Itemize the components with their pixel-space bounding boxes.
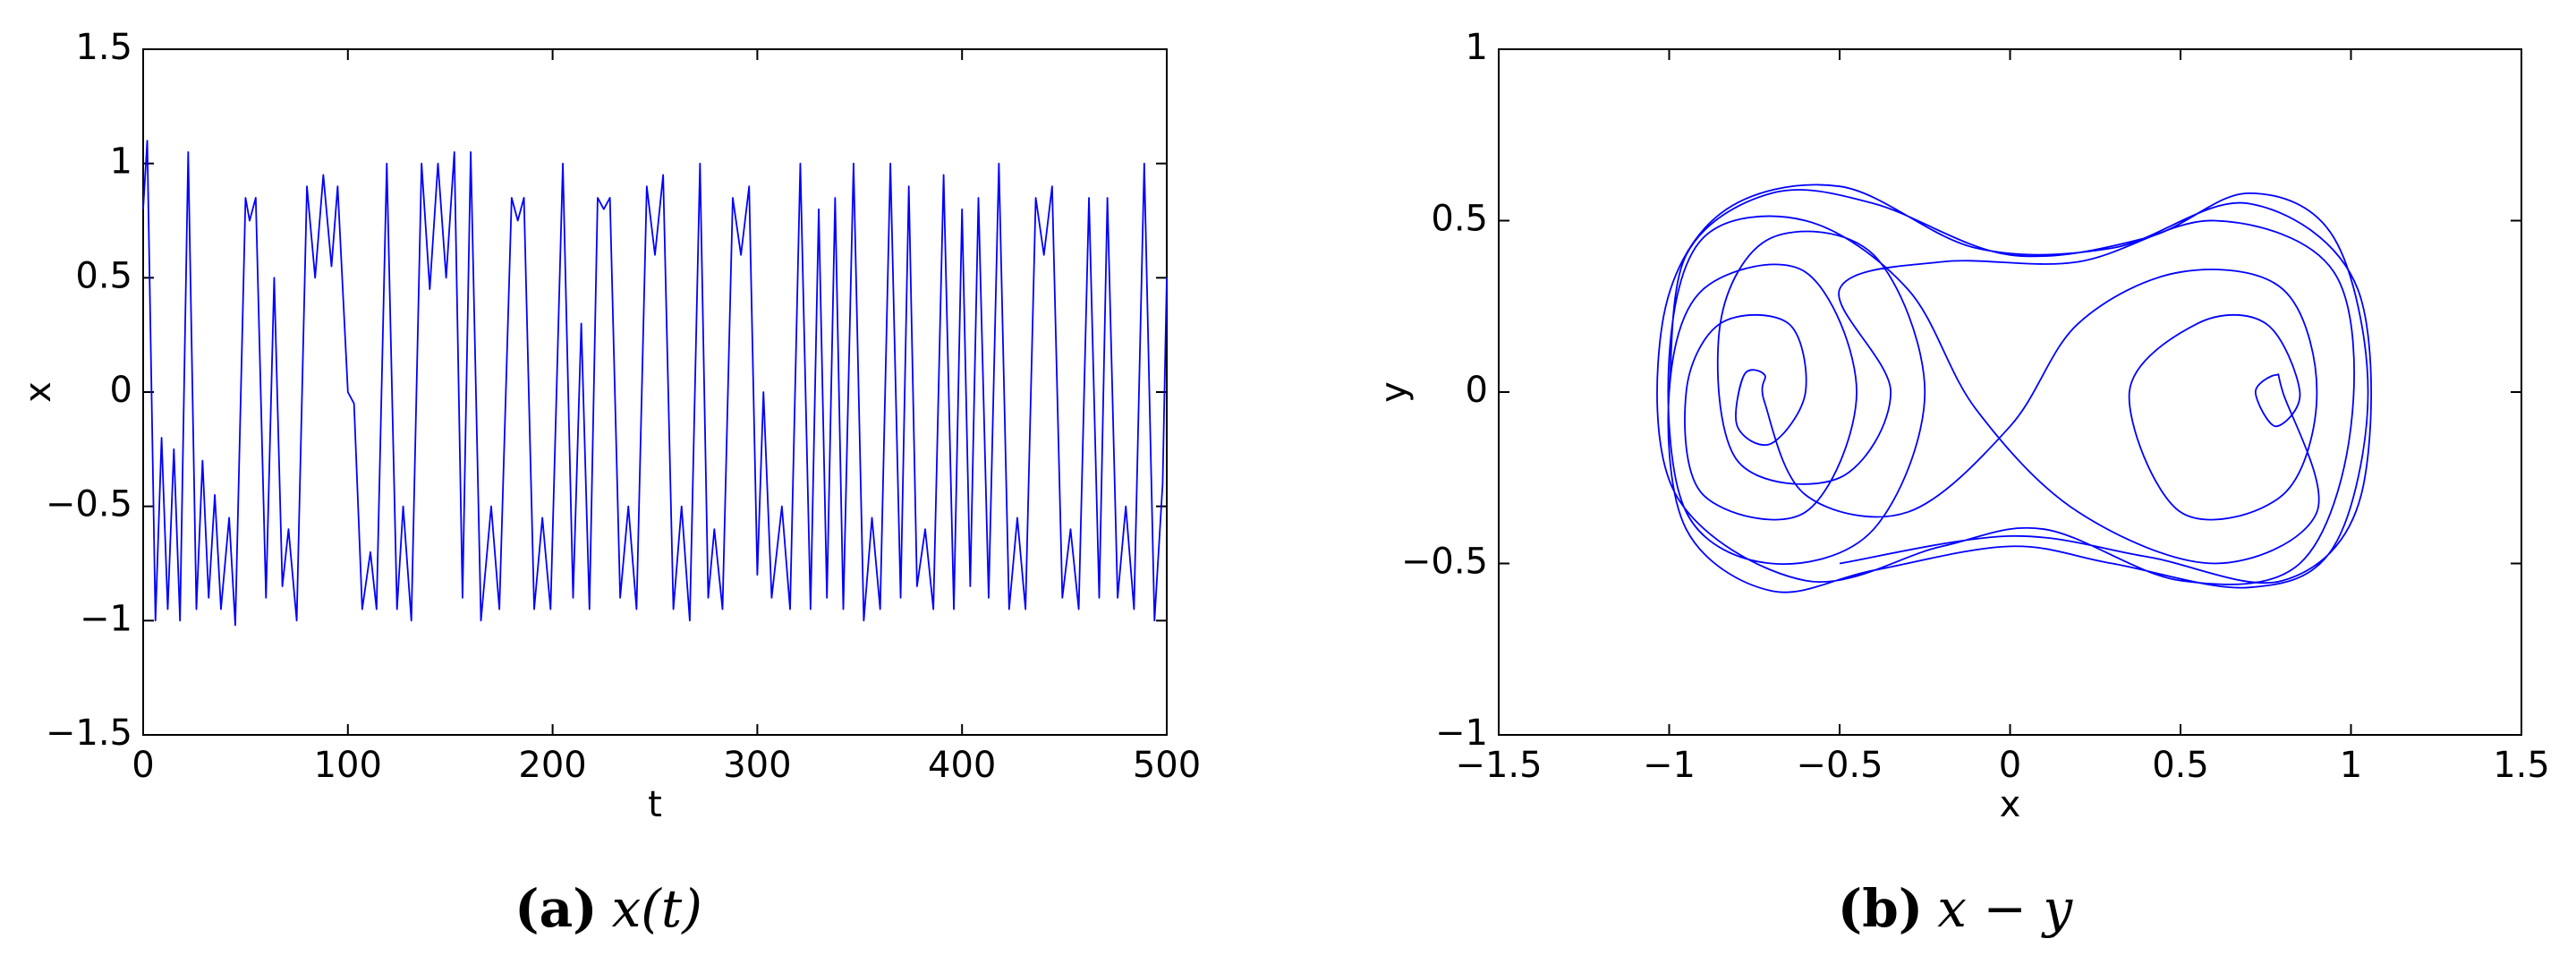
y-tick-label: −0.5 (1401, 542, 1488, 583)
y-tick-label: 0.5 (1431, 199, 1488, 240)
x-tick-label: 0 (1999, 745, 2021, 786)
y-tick-label: −1.5 (46, 713, 132, 754)
x-tick-label: 0.5 (2152, 745, 2209, 786)
y-tick-label: 1 (1466, 27, 1488, 68)
y-tick-label: −1 (80, 598, 132, 639)
x-tick-label: 1 (2340, 745, 2362, 786)
y-tick-label: 1 (110, 141, 132, 183)
x-tick-label: −1.5 (1455, 745, 1542, 786)
caption: (a) x(t) (514, 878, 702, 939)
x-axis-label: x (2000, 784, 2021, 825)
x-tick-label: 200 (518, 745, 586, 786)
series-line (142, 140, 1168, 627)
x-tick-label: 0 (132, 745, 154, 786)
x-tick-label: 500 (1133, 745, 1201, 786)
trajectory (1656, 184, 2373, 593)
x-tick-label: −0.5 (1796, 745, 1883, 786)
x-tick-label: 400 (928, 745, 996, 786)
x-tick-label: −1 (1643, 745, 1696, 786)
x-tick-label: 100 (314, 745, 382, 786)
caption-text: x − y (1937, 878, 2073, 939)
caption-text: x(t) (612, 878, 702, 939)
y-tick-label: −0.5 (46, 484, 132, 525)
y-axis-label: x (18, 381, 59, 403)
y-axis-label: y (1373, 381, 1415, 403)
caption-label: (b) (1838, 878, 1923, 939)
plot-frame (142, 48, 1168, 736)
x-tick-label: 300 (723, 745, 791, 786)
y-tick-label: 0 (110, 370, 132, 411)
x-tick-label: 1.5 (2493, 745, 2550, 786)
y-tick-label: 0 (1466, 370, 1488, 411)
y-tick-label: 0.5 (75, 255, 132, 296)
caption-label: (a) (514, 878, 597, 939)
x-axis-label: t (648, 784, 662, 825)
caption: (b) x − y (1838, 878, 2074, 939)
y-tick-label: −1 (1435, 713, 1488, 754)
y-tick-label: 1.5 (75, 27, 132, 68)
